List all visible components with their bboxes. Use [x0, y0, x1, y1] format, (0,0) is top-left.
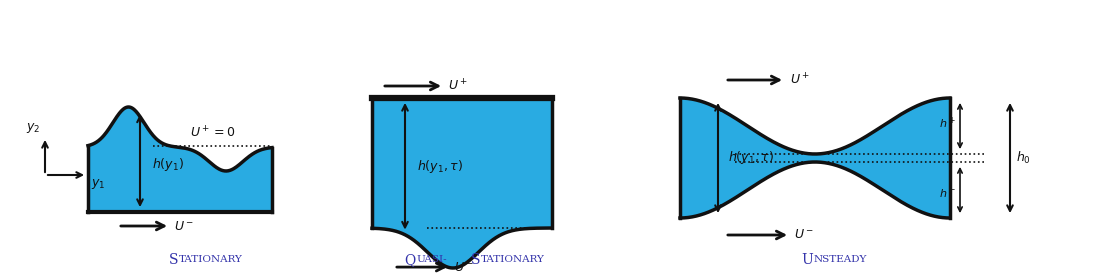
Text: S: S: [471, 253, 480, 267]
Text: $h_0$: $h_0$: [1016, 150, 1030, 166]
Text: $h(y_1,\tau)$: $h(y_1,\tau)$: [417, 158, 463, 175]
Text: U: U: [801, 253, 813, 267]
Polygon shape: [372, 98, 552, 268]
Polygon shape: [680, 98, 950, 218]
Text: $U^-$: $U^-$: [454, 261, 474, 274]
Text: $y_1$: $y_1$: [91, 177, 105, 191]
Text: NSTEADY: NSTEADY: [814, 255, 868, 265]
Text: $h(y_1,\tau)$: $h(y_1,\tau)$: [728, 150, 773, 167]
Text: $U^-$: $U^-$: [174, 220, 194, 232]
Text: $y_2$: $y_2$: [25, 121, 40, 135]
Text: $h^-$: $h^-$: [940, 187, 956, 199]
Text: TATIONARY: TATIONARY: [179, 255, 243, 265]
Text: Q: Q: [403, 253, 416, 267]
Text: $U^-$: $U^-$: [794, 228, 814, 241]
Text: $h(y_1)$: $h(y_1)$: [152, 156, 184, 173]
Text: $U^+$: $U^+$: [448, 78, 468, 94]
Text: UASI-: UASI-: [416, 255, 447, 265]
Text: $U^+=0$: $U^+=0$: [189, 126, 236, 141]
Text: S: S: [168, 253, 178, 267]
Polygon shape: [88, 107, 271, 212]
Text: $h^+$: $h^+$: [940, 115, 956, 131]
Text: TATIONARY: TATIONARY: [481, 255, 545, 265]
Text: $U^+$: $U^+$: [790, 72, 810, 88]
